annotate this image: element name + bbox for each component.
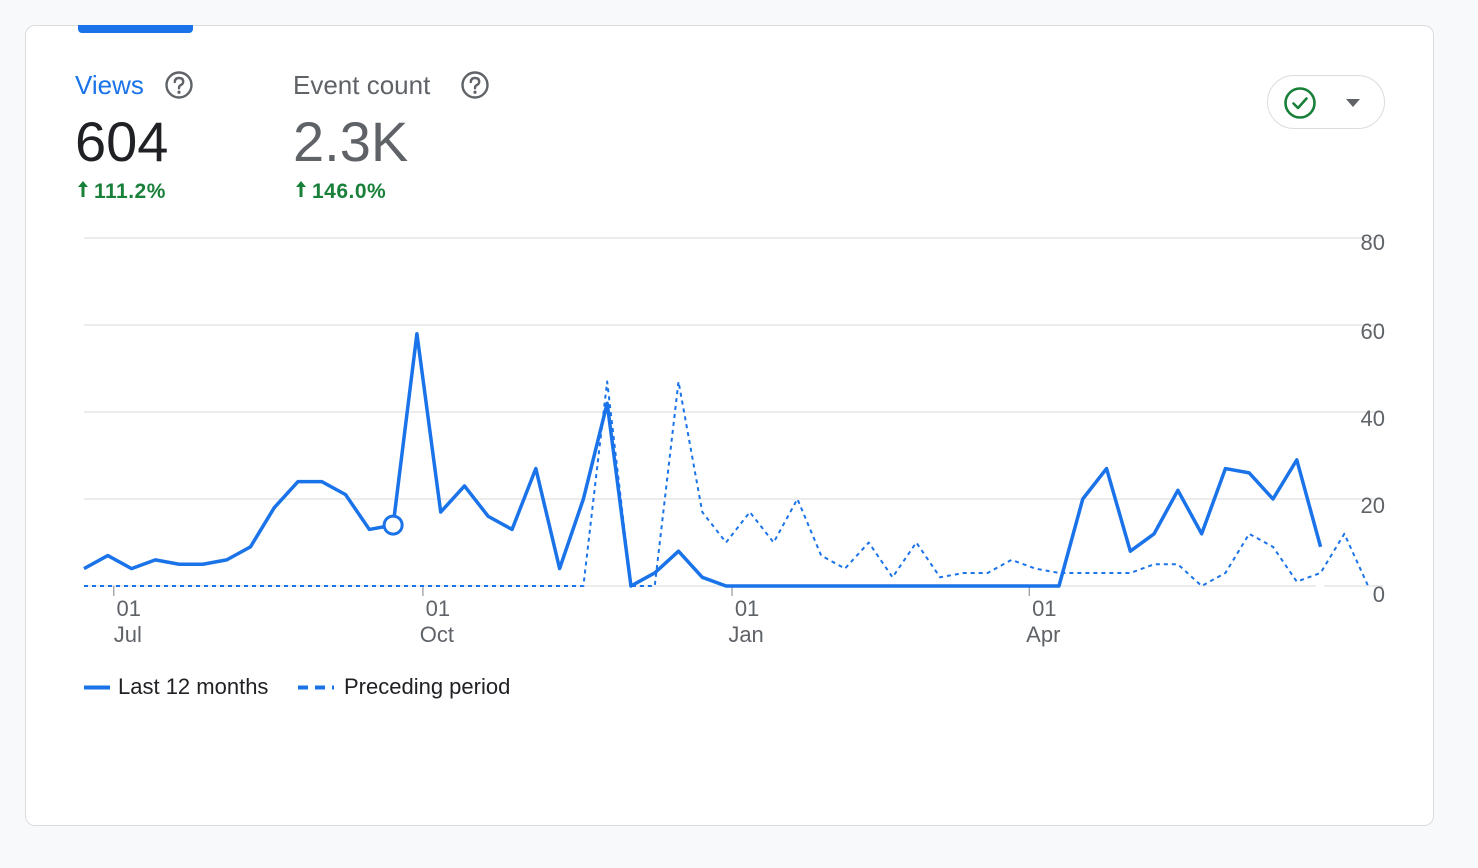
x-tick-day: 01 [426, 596, 450, 621]
y-tick-label: 20 [1361, 493, 1385, 518]
help-circle-icon[interactable] [460, 70, 490, 100]
arrow-up-icon [296, 181, 306, 197]
metric-label-views: Views [75, 70, 144, 100]
highlight-marker [382, 514, 404, 536]
metric-change-views: 111.2% [77, 180, 166, 204]
series-line-last-12-months [83, 331, 1323, 588]
metric-change-value: 111.2% [94, 180, 166, 203]
chart-legend: Last 12 months Preceding period [84, 672, 544, 702]
x-tick-month: Oct [420, 622, 454, 647]
check-circle-icon [1284, 87, 1316, 119]
metric-event-count[interactable]: Event count 2.3K 146.0% [293, 70, 513, 210]
x-tick-day: 01 [1032, 596, 1056, 621]
caret-down-icon [1346, 99, 1360, 107]
x-tick-month: Jan [728, 622, 763, 647]
metric-change-value: 146.0% [312, 180, 387, 203]
metric-value-views: 604 [75, 110, 169, 173]
metric-label-event-count: Event count [293, 70, 431, 100]
x-tick-day: 01 [735, 596, 759, 621]
x-tick-month: Apr [1026, 622, 1060, 647]
legend-label-preceding-period: Preceding period [344, 674, 511, 699]
metric-views[interactable]: Views 604 111.2% [75, 70, 275, 210]
legend-dashed-swatch [298, 685, 334, 690]
legend-label-last-12-months: Last 12 months [118, 674, 269, 699]
help-circle-icon[interactable] [164, 70, 194, 100]
active-tab-indicator [78, 25, 193, 33]
arrow-up-icon [78, 181, 88, 197]
x-tick-month: Jul [114, 622, 142, 647]
y-tick-label: 40 [1361, 406, 1385, 431]
y-tick-label: 60 [1361, 319, 1385, 344]
legend-solid-swatch [84, 685, 110, 690]
comparison-dropdown-button[interactable] [1267, 75, 1385, 129]
y-tick-label: 80 [1361, 230, 1385, 255]
analytics-card [25, 25, 1434, 826]
x-tick-day: 01 [117, 596, 141, 621]
metric-change-event-count: 146.0% [295, 180, 386, 204]
metric-value-event-count: 2.3K [293, 110, 409, 173]
y-tick-label: 0 [1373, 582, 1385, 607]
